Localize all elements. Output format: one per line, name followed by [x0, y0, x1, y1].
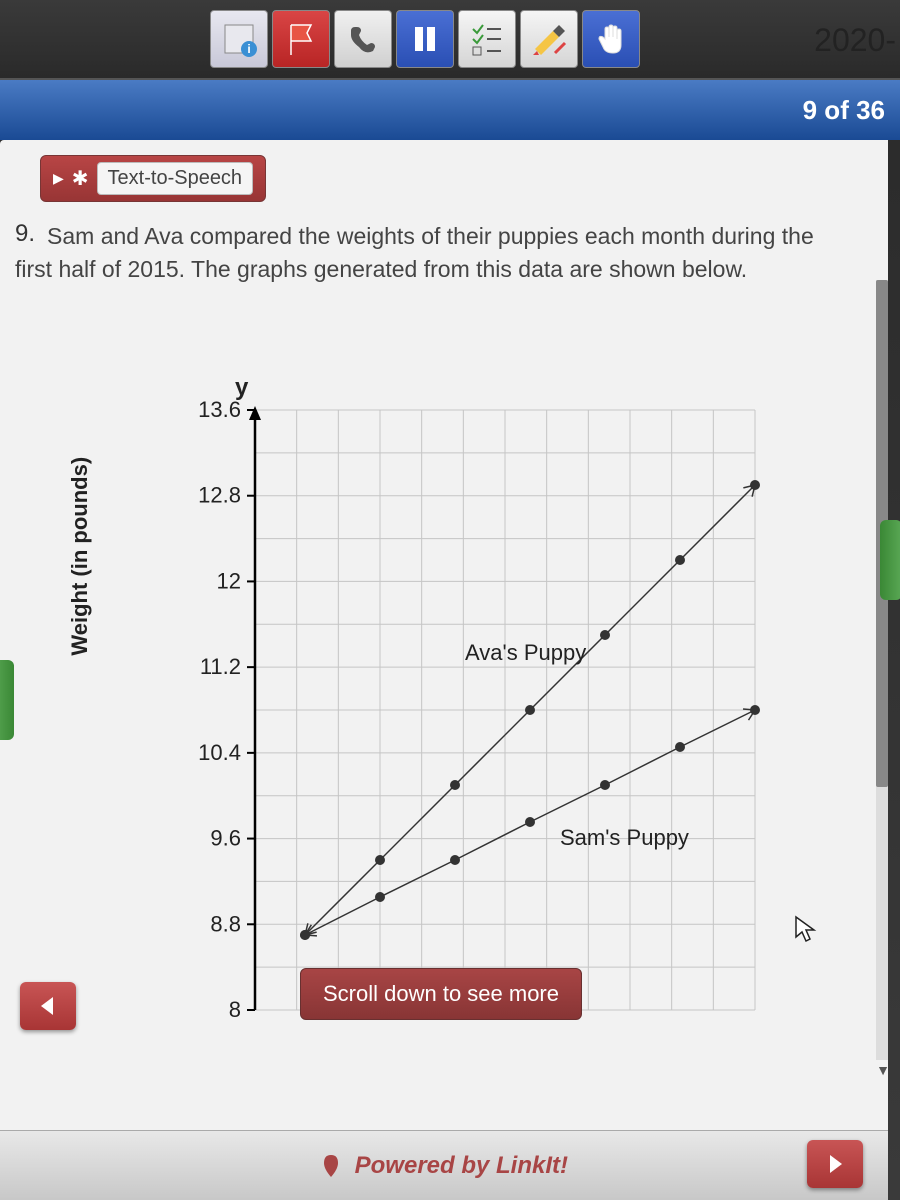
- info-icon[interactable]: i: [210, 10, 268, 68]
- content-area: ▶ ✱ Text-to-Speech 9. Sam and Ava compar…: [0, 140, 888, 1130]
- svg-text:9.6: 9.6: [210, 826, 241, 851]
- footer-label: Powered by LinkIt!: [355, 1152, 568, 1179]
- svg-text:8.8: 8.8: [210, 911, 241, 936]
- left-drawer-tab[interactable]: [0, 660, 14, 740]
- header-date: 2020-: [814, 22, 896, 59]
- play-icon: ▶: [53, 170, 64, 187]
- prev-button[interactable]: [20, 982, 76, 1030]
- svg-text:12.8: 12.8: [198, 483, 241, 508]
- svg-text:10.4: 10.4: [198, 740, 241, 765]
- highlighter-icon[interactable]: [520, 10, 578, 68]
- footer-bar: Powered by LinkIt!: [0, 1130, 888, 1200]
- progress-bar: 9 of 36: [0, 80, 900, 140]
- footer-text: Powered by LinkIt!: [320, 1152, 568, 1180]
- scrollbar-track[interactable]: ▼: [876, 280, 888, 1060]
- scrollbar-down-arrow[interactable]: ▼: [876, 1062, 888, 1078]
- question-block: 9. Sam and Ava compared the weights of t…: [15, 220, 828, 287]
- columns-icon[interactable]: [396, 10, 454, 68]
- asterisk-icon: ✱: [72, 166, 89, 191]
- tts-label: Text-to-Speech: [97, 162, 254, 195]
- chart-container: y Weight (in pounds) 13.612.81211.210.49…: [120, 390, 780, 1030]
- svg-text:12: 12: [217, 568, 241, 593]
- scroll-hint-text: Scroll down to see more: [323, 981, 559, 1006]
- checklist-icon[interactable]: [458, 10, 516, 68]
- app-screen: i: [0, 0, 900, 1200]
- svg-text:Sam's Puppy: Sam's Puppy: [560, 825, 689, 850]
- linkit-logo-icon: [320, 1152, 349, 1179]
- header-toolbar: i: [0, 0, 900, 80]
- question-number: 9.: [15, 220, 35, 248]
- right-drawer-tab[interactable]: [880, 520, 900, 600]
- flag-icon[interactable]: [272, 10, 330, 68]
- hand-icon[interactable]: [582, 10, 640, 68]
- y-axis-title: Weight (in pounds): [67, 457, 93, 656]
- next-button[interactable]: [807, 1140, 863, 1188]
- toolbar-icon-group: i: [210, 10, 640, 68]
- cursor-icon: [794, 915, 818, 950]
- progress-text: 9 of 36: [803, 95, 885, 126]
- chart-svg: 13.6 12.8 12 11.2 10.4 9.6 8.8 8 Ava's Puppy Sam'…: [170, 390, 770, 1030]
- svg-text:11.2: 11.2: [200, 654, 241, 679]
- svg-text:8: 8: [229, 997, 241, 1022]
- svg-text:Ava's Puppy: Ava's Puppy: [465, 640, 586, 665]
- question-text: Sam and Ava compared the weights of thei…: [15, 220, 828, 287]
- scroll-hint[interactable]: Scroll down to see more: [300, 968, 582, 1020]
- svg-text:13.6: 13.6: [198, 397, 241, 422]
- svg-text:i: i: [247, 42, 250, 56]
- text-to-speech-button[interactable]: ▶ ✱ Text-to-Speech: [40, 155, 266, 202]
- phone-icon[interactable]: [334, 10, 392, 68]
